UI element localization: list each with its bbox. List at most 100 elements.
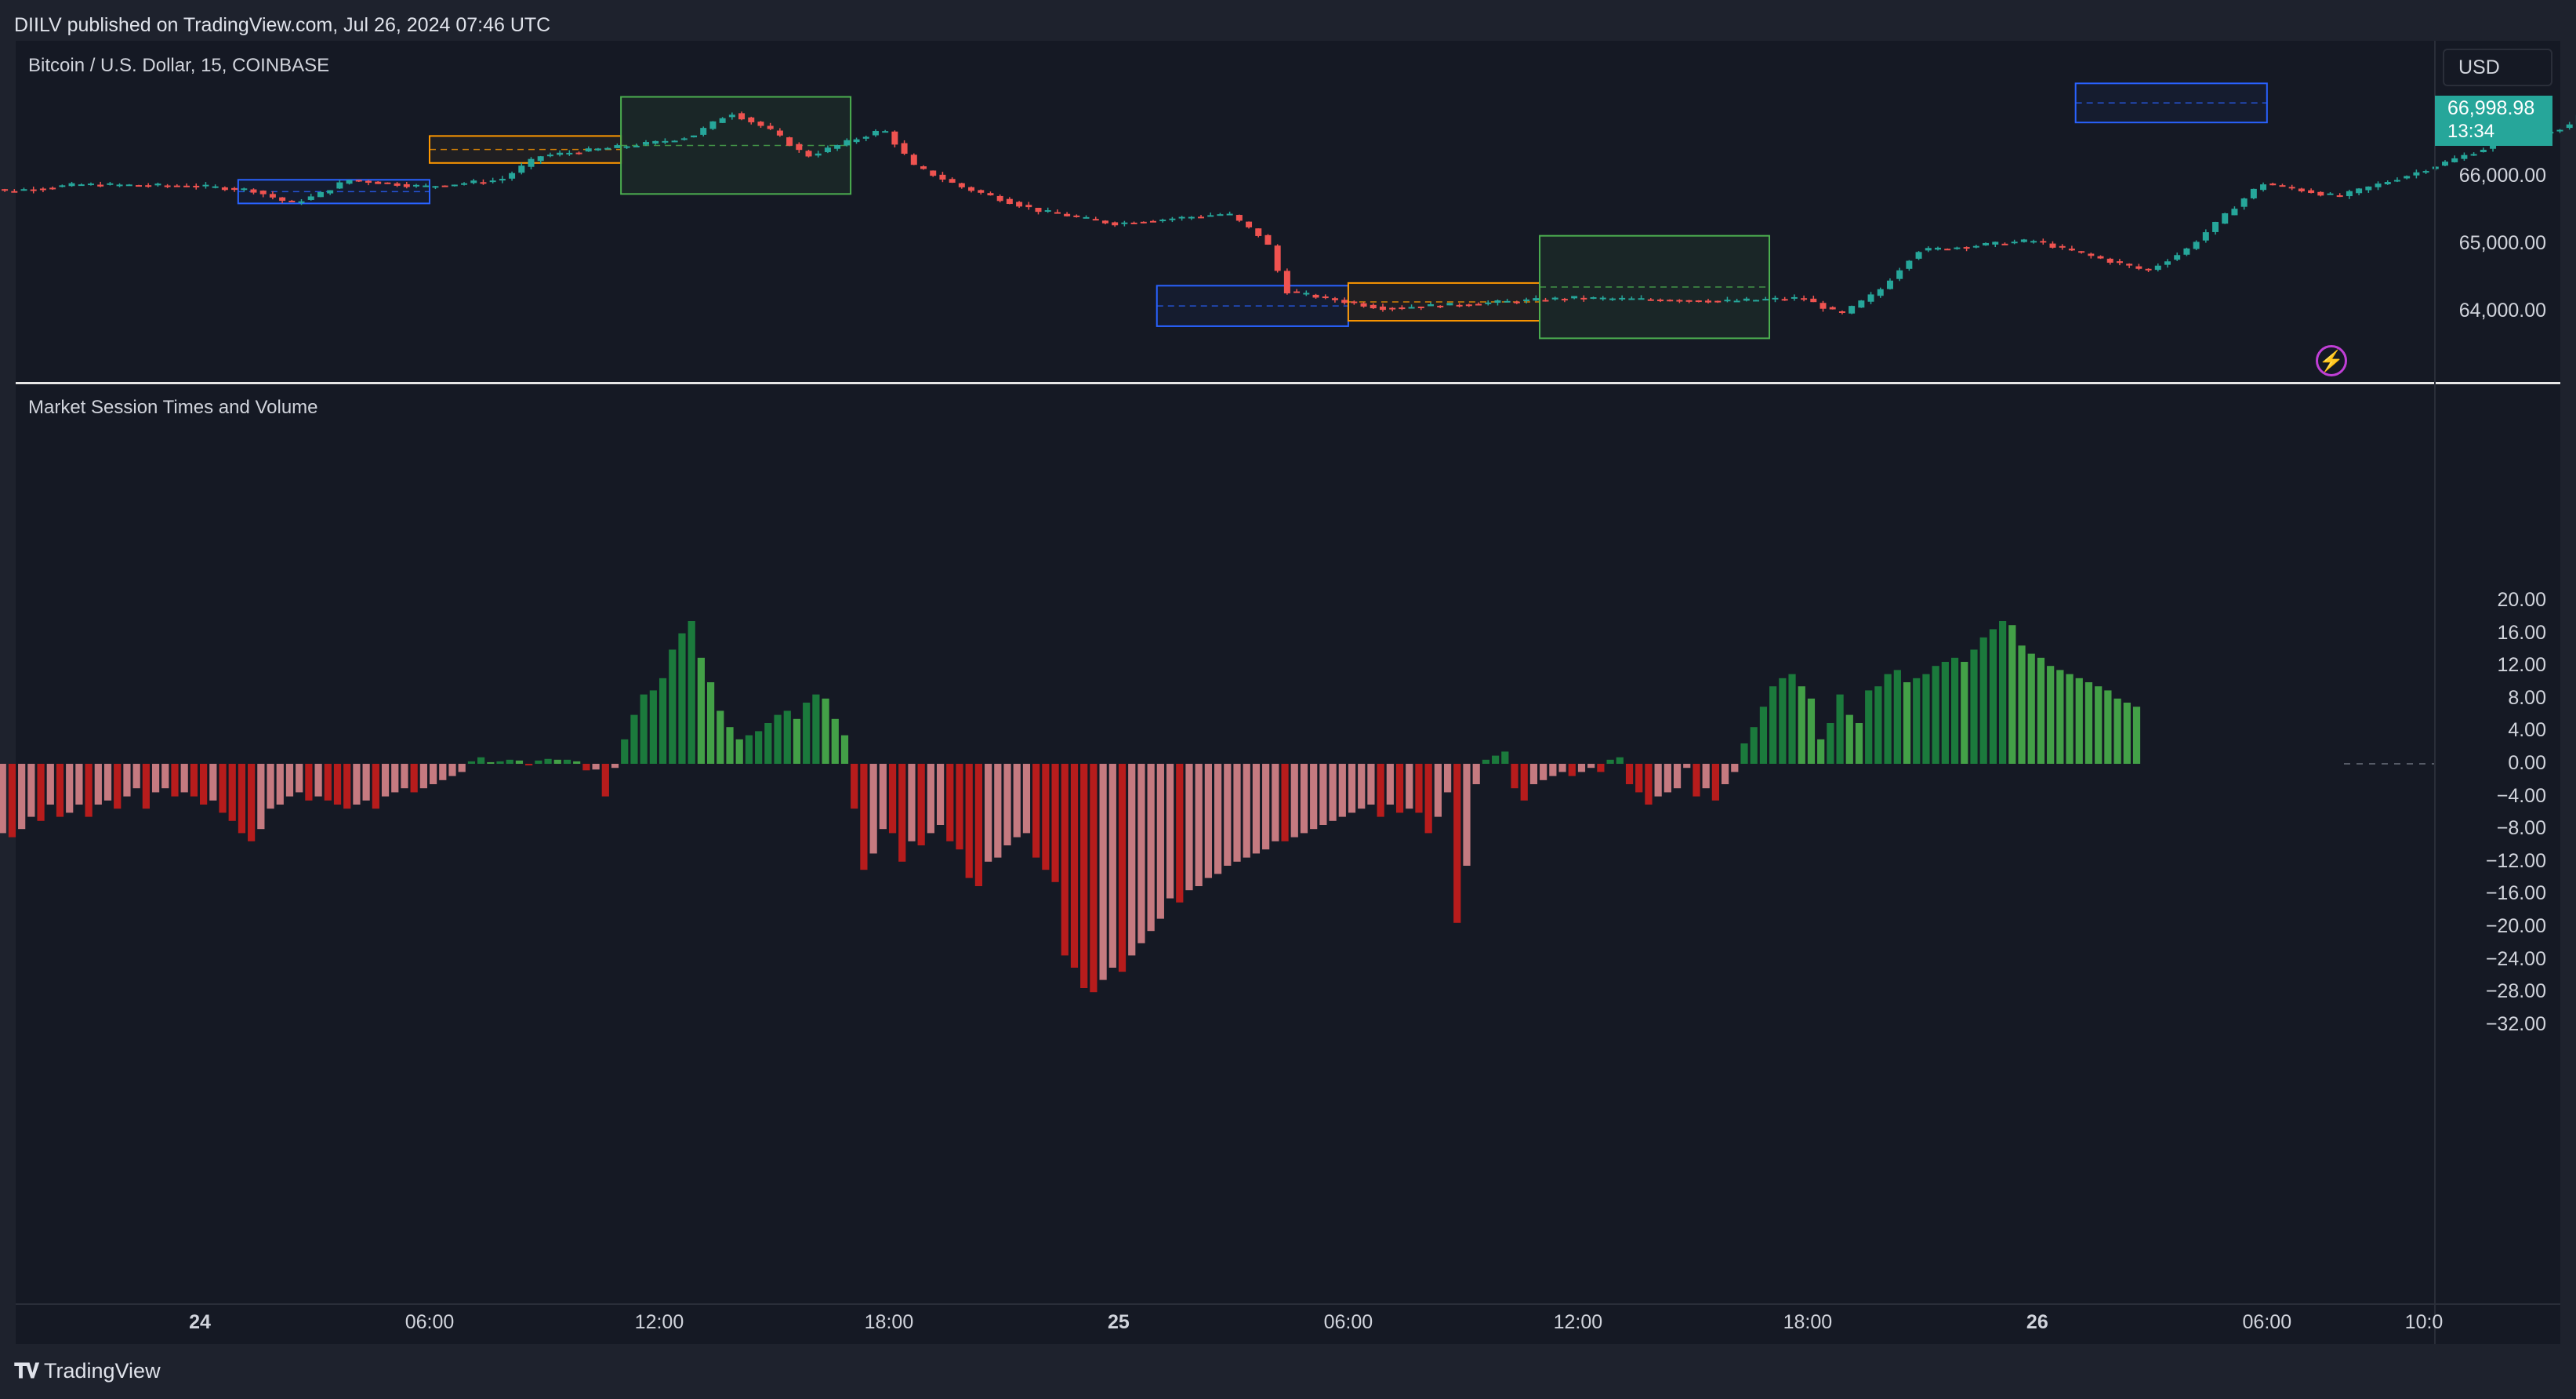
volume-bar [75,764,83,805]
indicator-axis-tick: −20.00 [2485,915,2546,937]
chart-area[interactable] [16,41,2560,1344]
candle-body [298,201,305,203]
volume-bar [726,727,734,764]
footer[interactable]: 𝐓𝐕 TradingView [14,1355,161,1386]
volume-bar [1520,764,1528,801]
volume-bar [1108,764,1116,968]
volume-bar [1443,764,1452,793]
volume-bar [956,764,963,850]
volume-bar [1003,764,1011,845]
time-axis-tick: 06:00 [1323,1311,1373,1333]
time-axis-tick: 06:00 [405,1311,455,1333]
candle-body [2231,209,2238,216]
volume-bar [525,764,533,766]
candle-body [413,184,420,187]
volume-bar [812,694,820,764]
volume-bar [735,739,743,764]
volume-bar [103,764,112,801]
volume-bar [1950,657,1959,764]
volume-bar [180,764,188,793]
volume-bar [888,764,897,834]
volume-bar [1310,764,1318,830]
candle-body [1753,300,1760,302]
volume-bar [448,764,456,776]
volume-bar [1281,764,1289,841]
symbol-legend[interactable]: Bitcoin / U.S. Dollar, 15, COINBASE [28,55,330,76]
candle-body [1714,300,1722,303]
volume-bar [544,758,552,764]
volume-bar [1922,674,1930,764]
volume-bar [1424,764,1432,834]
lightning-bolt-icon[interactable]: ⚡ [2316,345,2347,376]
volume-bar [2027,653,2035,764]
candle-body [1226,213,1233,216]
candle-body [336,182,343,189]
tradingview-logo-icon: 𝐓𝐕 [14,1359,39,1383]
volume-bar [248,764,256,841]
candle-body [1198,216,1205,219]
candle-body [1590,297,1597,300]
volume-bar [1827,723,1834,764]
candle-body [528,158,535,167]
candle-body [2174,255,2181,260]
candle-body [2097,256,2104,259]
candle-body [2154,265,2161,271]
candle-body [1092,219,1099,221]
candle-body [1858,300,1865,308]
volume-bar [1597,764,1605,772]
volume-bar [333,764,342,805]
pane-separator[interactable] [16,382,2560,384]
volume-bar [1290,764,1298,838]
indicator-axis-tick: 12.00 [2497,654,2546,677]
candle-body [2145,268,2152,271]
candle-body [1274,245,1281,271]
candle-body [68,183,75,187]
candle-body [1446,303,1453,306]
candle-body [805,151,812,157]
indicator-axis-tick: −12.00 [2485,849,2546,872]
volume-bar [1635,764,1643,793]
candle-body [585,148,592,152]
volume-bar [2123,703,2131,764]
currency-button[interactable]: USD [2443,49,2552,86]
candle-body [1513,301,1520,303]
candle-body [1312,294,1319,298]
volume-bar [783,710,791,764]
candle-body [173,185,180,187]
candle-body [1667,300,1674,302]
volume-bar [649,690,657,764]
indicator-axis-tick: 16.00 [2497,621,2546,644]
candle-body [2212,221,2219,232]
candle-body [30,189,37,191]
candle-body [1207,215,1214,217]
candle-body [709,121,717,129]
volume-bar [1338,764,1346,817]
volume-bar [706,682,715,764]
candle-body [1791,296,1798,299]
volume-bar [1798,686,1805,764]
candle-body [125,184,132,187]
volume-bar [717,710,724,764]
volume-bar [1013,764,1021,838]
candle-body [461,183,468,185]
candle-body [1571,296,1578,299]
candle-body [2260,184,2267,191]
candle-body [365,180,372,184]
indicator-axis-tick: −32.00 [2485,1012,2546,1035]
volume-bar [1625,764,1634,784]
volume-bar [114,764,122,809]
candle-body [1656,300,1664,302]
volume-bar [927,764,934,834]
volume-bar [1779,678,1787,764]
candle-body [480,182,487,184]
candle-body [1064,213,1071,216]
volume-bar [2037,657,2045,764]
volume-bar [840,735,849,764]
volume-bar [965,764,973,878]
candle-body [1331,298,1338,300]
indicator-legend[interactable]: Market Session Times and Volume [28,397,318,418]
volume-bar [8,764,16,838]
candle-body [853,139,860,143]
candle-body [2566,124,2573,129]
